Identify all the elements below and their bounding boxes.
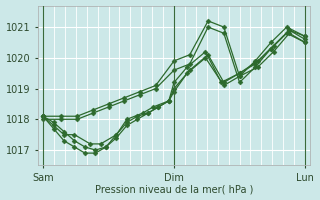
X-axis label: Pression niveau de la mer( hPa ): Pression niveau de la mer( hPa ) — [95, 184, 253, 194]
